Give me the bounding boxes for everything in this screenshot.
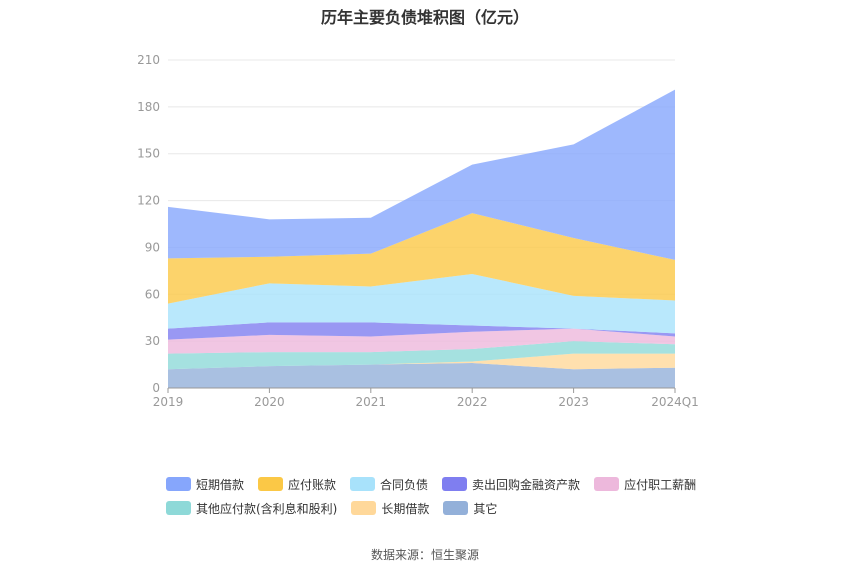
stacked-area-chart: 0 30 60 90 120 150 180 210 2019 2020 2021 2022 2023 2… — [137, 53, 699, 409]
area-series — [168, 89, 675, 260]
legend-label: 应付职工薪酬 — [624, 477, 697, 492]
legend-swatch — [594, 477, 620, 491]
y-tick-label: 120 — [137, 194, 160, 208]
y-tick-label: 30 — [145, 334, 160, 348]
chart-title: 历年主要负债堆积图（亿元） — [320, 8, 529, 27]
legend-item[interactable]: 长期借款 — [351, 500, 429, 517]
x-tick-label: 2023 — [558, 395, 589, 409]
area-series — [168, 322, 675, 340]
legend-item[interactable]: 应付账款 — [258, 476, 336, 493]
y-tick-label: 150 — [137, 147, 160, 161]
legend-item[interactable]: 短期借款 — [166, 476, 244, 493]
y-tick-label: 180 — [137, 100, 160, 114]
legend-label: 其他应付款(含利息和股利) — [196, 501, 338, 516]
y-tick-label: 0 — [152, 381, 160, 395]
y-tick-label: 210 — [137, 53, 160, 67]
legend-item[interactable]: 卖出回购金融资产款 — [442, 476, 580, 493]
legend-label: 长期借款 — [381, 501, 430, 516]
legend-item[interactable]: 其他应付款(含利息和股利) — [166, 500, 337, 517]
legend-swatch — [443, 501, 469, 515]
legend-row: 短期借款 应付账款 合同负债 卖出回购金融资产款 应付职工薪酬 — [166, 472, 726, 496]
legend-swatch — [166, 477, 191, 491]
area-series — [168, 341, 675, 370]
legend-label: 其它 — [473, 501, 498, 516]
legend-item[interactable]: 其它 — [443, 500, 497, 517]
data-source-note: 数据来源：恒生聚源 — [370, 548, 479, 562]
legend-item[interactable]: 合同负债 — [350, 476, 428, 493]
legend-swatch — [351, 501, 377, 515]
area-series — [168, 353, 675, 370]
legend-swatch — [350, 477, 376, 491]
x-tick-label: 2022 — [457, 395, 488, 409]
chart-legend: 短期借款 应付账款 合同负债 卖出回购金融资产款 应付职工薪酬其他应付款(含利息和股利)… — [166, 472, 726, 520]
legend-label: 短期借款 — [196, 477, 245, 492]
x-tick-label: 2019 — [153, 395, 184, 409]
y-tick-label: 90 — [145, 240, 160, 254]
legend-label: 卖出回购金融资产款 — [472, 477, 581, 492]
y-tick-label: 60 — [145, 287, 160, 301]
legend-label: 合同负债 — [380, 477, 429, 492]
legend-label: 应付账款 — [288, 477, 337, 492]
area-series — [168, 328, 675, 354]
legend-row: 其他应付款(含利息和股利) 长期借款 其它 — [166, 496, 726, 520]
x-tick-label: 2021 — [356, 395, 387, 409]
area-series — [168, 363, 675, 388]
area-series — [168, 273, 675, 334]
legend-item[interactable]: 应付职工薪酬 — [594, 476, 696, 493]
area-series — [168, 213, 675, 304]
x-tick-label: 2024Q1 — [651, 395, 699, 409]
x-tick-label: 2020 — [254, 395, 285, 409]
legend-swatch — [442, 477, 468, 491]
legend-swatch — [258, 477, 284, 491]
legend-swatch — [166, 501, 191, 515]
